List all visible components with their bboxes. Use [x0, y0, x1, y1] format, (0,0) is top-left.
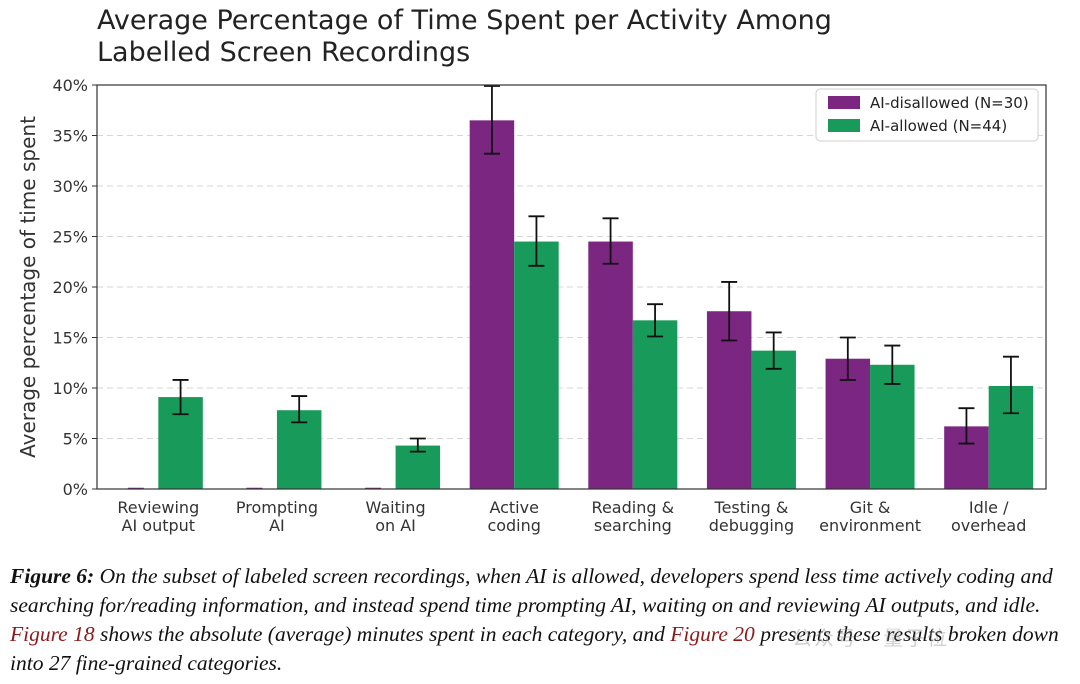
chart-title-line-2: Labelled Screen Recordings [97, 37, 470, 68]
bar-allowed [276, 410, 322, 489]
bar-allowed [751, 350, 796, 489]
chart-title-line-1: Average Percentage of Time Spent per Act… [97, 5, 832, 36]
y-tick-label: 35% [52, 127, 88, 146]
error-bar-allowed [291, 395, 308, 424]
bar-allowed [632, 320, 678, 489]
y-tick-label: 0% [63, 480, 88, 499]
legend-swatch-allowed [828, 119, 860, 132]
error-bar-allowed [884, 344, 901, 385]
error-bar-disallowed [721, 281, 738, 342]
legend-box [815, 88, 1039, 142]
error-bar-disallowed [483, 85, 500, 155]
error-bar-allowed [647, 303, 664, 338]
legend-label-disallowed: AI-disallowed (N=30) [870, 94, 1029, 112]
y-tick-label: 5% [63, 430, 88, 449]
legend-swatch-disallowed [828, 96, 860, 109]
x-tick-label: Git & environment [819, 498, 921, 535]
watermark: 公众号 · 量子位 [792, 626, 950, 650]
error-bar-disallowed [839, 336, 856, 381]
error-bar-allowed [528, 215, 545, 267]
y-tick-label: 40% [52, 76, 88, 95]
caption-ref-figure-18[interactable]: Figure 18 [10, 622, 95, 646]
legend-label-allowed: AI-allowed (N=44) [870, 117, 1007, 135]
caption-text-3: presents these results broken down into … [10, 622, 1059, 675]
x-tick-label: Reviewing AI output [117, 498, 199, 535]
y-tick-label: 25% [52, 228, 88, 247]
x-tick-label: Testing & debugging [709, 498, 794, 535]
error-bar-disallowed [602, 217, 619, 265]
x-tick-label: Prompting AI [236, 498, 318, 535]
x-tick-label: Reading & searching [592, 498, 675, 535]
x-tick-label: Idle / overhead [951, 498, 1026, 535]
bars [127, 120, 1034, 490]
y-tick-label: 30% [52, 177, 88, 196]
plot-frame [96, 84, 1047, 490]
y-tick-label: 20% [52, 278, 88, 297]
error-bar-allowed [409, 437, 426, 453]
error-bar-allowed [765, 331, 782, 370]
caption-text-1: On the subset of labeled screen recordin… [10, 564, 1053, 617]
x-tick-label: Waiting on AI [366, 498, 426, 535]
bar-chart: Average Percentage of Time Spent per Act… [16, 5, 1047, 535]
caption-ref-figure-20[interactable]: Figure 20 [670, 622, 755, 646]
caption-figure-label: Figure 6: [10, 564, 95, 588]
caption-text-2: shows the absolute (average) minutes spe… [94, 622, 671, 646]
figure-caption: Figure 6: On the subset of labeled scree… [10, 562, 1072, 678]
y-tick-label: 15% [52, 329, 88, 348]
bar-allowed [514, 241, 559, 489]
bar-allowed [870, 364, 915, 489]
error-bar-allowed [1002, 355, 1019, 415]
legend: AI-disallowed (N=30) AI-allowed (N=44) [815, 88, 1039, 142]
error-bar-allowed [172, 379, 189, 416]
y-tick-label: 10% [52, 379, 88, 398]
y-axis-label: Average percentage of time spent [16, 116, 40, 458]
x-tick-label: Active coding [487, 498, 540, 535]
error-bar-disallowed [958, 407, 975, 445]
bar-disallowed [588, 241, 633, 489]
bar-allowed [395, 445, 441, 489]
x-tick-labels: Reviewing AI output Prompting AI Waiting on A… [117, 498, 1026, 535]
bar-disallowed [469, 120, 515, 489]
error-bars [172, 85, 1019, 453]
y-ticks: 0% 5% 10% 15% 20% 25% 30% 35% 40% [52, 76, 97, 499]
